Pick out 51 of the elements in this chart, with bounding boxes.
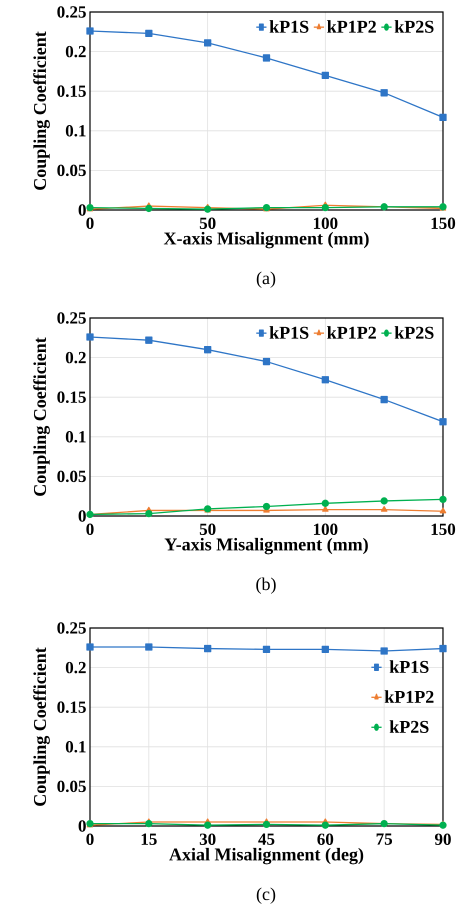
y-axis-title: Coupling Coefficient — [33, 337, 50, 496]
x-tick-label: 150 — [432, 218, 456, 230]
y-tick-label: 0.25 — [57, 622, 86, 634]
legend-label: kP2S — [390, 720, 428, 733]
y-tick-label: 0.05 — [57, 164, 86, 176]
y-tick-label: 0.2 — [66, 352, 86, 364]
y-tick-label: 0.2 — [66, 46, 86, 58]
y-tick-label: 0.1 — [66, 741, 86, 753]
legend-label: kP1S — [270, 326, 308, 339]
x-tick-label: 0 — [86, 524, 94, 536]
y-tick-label: 0 — [78, 204, 86, 216]
y-tick-label: 0 — [78, 510, 86, 522]
x-tick-label: 50 — [200, 218, 216, 230]
x-tick-label: 0 — [86, 834, 94, 845]
y-tick-label: 0.15 — [57, 85, 86, 97]
x-tick-label: 45 — [258, 834, 274, 845]
x-tick-label: 50 — [200, 524, 216, 536]
legend-label: kP1P2 — [327, 326, 376, 339]
y-tick-label: 0.25 — [57, 6, 86, 18]
y-tick-label: 0.2 — [66, 662, 86, 674]
y-tick-label: 0.05 — [57, 780, 86, 792]
legend-label: kP2S — [394, 20, 434, 33]
legend-label: kP2S — [394, 326, 434, 339]
x-tick-label: 60 — [317, 834, 334, 845]
x-axis-title: Y-axis Misalignment (mm) — [164, 538, 368, 554]
y-tick-label: 0.05 — [57, 470, 86, 482]
x-tick-label: 75 — [376, 834, 392, 845]
x-axis-title: X-axis Misalignment (mm) — [164, 232, 369, 248]
y-tick-label: 0.15 — [57, 701, 86, 713]
y-tick-label: 0.15 — [57, 391, 86, 403]
legend-label: kP1P2 — [327, 20, 376, 33]
x-tick-label: 15 — [142, 834, 157, 845]
y-axis-title: Coupling Coefficient — [33, 31, 50, 190]
x-tick-label: 100 — [314, 218, 338, 230]
legend-label: kP1P2 — [384, 690, 434, 703]
x-axis-title: Axial Misalignment (deg) — [169, 848, 364, 864]
text: (c) — [256, 888, 276, 904]
y-tick-label: 0 — [78, 820, 86, 832]
y-tick-label: 0.1 — [66, 125, 86, 137]
y-tick-label: 0.25 — [57, 312, 86, 324]
y-tick-label: 0.1 — [66, 431, 86, 443]
x-tick-label: 150 — [432, 524, 456, 536]
x-tick-label: 30 — [200, 834, 216, 845]
x-tick-label: 0 — [86, 218, 94, 230]
x-tick-label: 90 — [434, 834, 451, 845]
y-axis-title: Coupling Coefficient — [33, 647, 50, 806]
legend-label: kP1S — [390, 660, 428, 673]
legend-label: kP1S — [270, 20, 308, 33]
text: (b) — [256, 578, 276, 594]
text: (a) — [256, 272, 276, 288]
x-tick-label: 100 — [314, 524, 338, 536]
